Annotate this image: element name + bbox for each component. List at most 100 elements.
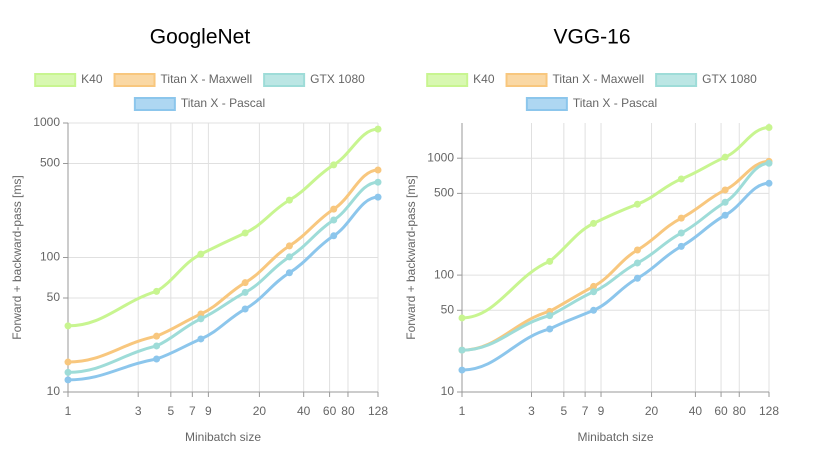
- x-tick-label: 60: [714, 404, 728, 418]
- x-tick-label: 5: [560, 404, 567, 418]
- data-point: [285, 242, 293, 250]
- legend-swatch: [426, 73, 469, 87]
- data-point: [721, 153, 729, 161]
- data-point: [721, 186, 729, 194]
- data-point: [64, 376, 72, 384]
- x-axis-label: Minibatch size: [185, 430, 261, 444]
- legend-item: Titan X - Pascal: [133, 96, 265, 111]
- x-tick-label: 3: [135, 404, 142, 418]
- y-tick-label: 10: [441, 384, 455, 398]
- data-point: [633, 200, 641, 208]
- legend-item: Titan X - Maxwell: [505, 72, 645, 87]
- data-point: [285, 196, 293, 204]
- data-point: [241, 229, 249, 237]
- x-tick-label: 3: [528, 404, 535, 418]
- data-point: [677, 175, 685, 183]
- legend-item: K40: [34, 72, 103, 87]
- data-point: [241, 305, 249, 313]
- data-point: [546, 257, 554, 265]
- data-point: [153, 332, 161, 340]
- legend-swatch: [113, 73, 156, 87]
- legend-swatch: [34, 73, 77, 87]
- data-point: [197, 315, 205, 323]
- y-tick-label: 10: [47, 384, 61, 398]
- data-point: [546, 325, 554, 333]
- legend-swatch: [655, 73, 698, 87]
- legend-swatch: [525, 97, 568, 111]
- data-point: [590, 288, 598, 296]
- legend-swatch: [505, 73, 548, 87]
- data-point: [633, 246, 641, 254]
- data-point: [330, 216, 338, 224]
- data-point: [765, 124, 773, 132]
- data-point: [633, 259, 641, 267]
- x-tick-label: 80: [341, 404, 355, 418]
- x-tick-label: 40: [689, 404, 703, 418]
- data-point: [64, 358, 72, 366]
- legend-item: Titan X - Maxwell: [113, 72, 253, 87]
- x-tick-label: 7: [582, 404, 589, 418]
- x-tick-label: 9: [598, 404, 605, 418]
- data-point: [241, 279, 249, 287]
- legend-label: Titan X - Maxwell: [161, 72, 253, 86]
- series-line: [67, 127, 379, 328]
- y-tick-label: 50: [47, 290, 61, 304]
- legend-item: GTX 1080: [655, 72, 757, 87]
- x-tick-label: 1: [459, 404, 466, 418]
- y-tick-label: 100: [434, 267, 454, 281]
- data-point: [721, 211, 729, 219]
- x-tick-label: 1: [65, 404, 72, 418]
- y-axis-label: Forward + backward-pass [ms]: [404, 175, 418, 339]
- legend-label: Titan X - Maxwell: [553, 72, 645, 86]
- x-tick-label: 80: [733, 404, 747, 418]
- data-point: [677, 214, 685, 222]
- data-point: [458, 314, 466, 322]
- data-point: [197, 250, 205, 258]
- data-point: [590, 306, 598, 314]
- legend-item: Titan X - Pascal: [525, 96, 657, 111]
- legend-label: GTX 1080: [310, 72, 365, 86]
- data-point: [330, 161, 338, 169]
- data-point: [374, 193, 382, 201]
- data-point: [197, 335, 205, 343]
- x-tick-label: 60: [323, 404, 337, 418]
- data-point: [285, 253, 293, 261]
- legend-label: Titan X - Pascal: [181, 96, 265, 110]
- data-point: [721, 198, 729, 206]
- data-point: [458, 366, 466, 374]
- data-point: [64, 368, 72, 376]
- legend-swatch: [133, 97, 176, 111]
- legend-label: Titan X - Pascal: [573, 96, 657, 110]
- data-point: [153, 342, 161, 350]
- chart-title: VGG-16: [553, 26, 630, 49]
- data-point: [64, 322, 72, 330]
- legend-label: K40: [473, 72, 495, 86]
- data-point: [374, 178, 382, 186]
- data-point: [677, 229, 685, 237]
- x-tick-label: 7: [189, 404, 196, 418]
- data-point: [285, 269, 293, 277]
- x-tick-label: 20: [253, 404, 267, 418]
- data-point: [458, 346, 466, 354]
- x-tick-label: 128: [368, 404, 388, 418]
- series-line: [67, 168, 379, 364]
- legend-item: GTX 1080: [263, 72, 365, 87]
- chart-title: GoogleNet: [150, 26, 251, 49]
- x-tick-label: 40: [297, 404, 311, 418]
- x-tick-label: 20: [645, 404, 659, 418]
- data-point: [197, 310, 205, 318]
- data-point: [153, 287, 161, 295]
- data-point: [241, 288, 249, 296]
- x-tick-label: 9: [205, 404, 212, 418]
- data-point: [765, 179, 773, 187]
- x-axis-label: Minibatch size: [577, 430, 653, 444]
- series-line: [67, 195, 379, 382]
- y-tick-label: 1000: [427, 150, 454, 164]
- y-axis-label: Forward + backward-pass [ms]: [10, 175, 24, 339]
- y-tick-label: 500: [40, 156, 60, 170]
- data-point: [546, 312, 554, 320]
- data-point: [330, 232, 338, 240]
- data-point: [765, 159, 773, 167]
- legend-label: GTX 1080: [702, 72, 757, 86]
